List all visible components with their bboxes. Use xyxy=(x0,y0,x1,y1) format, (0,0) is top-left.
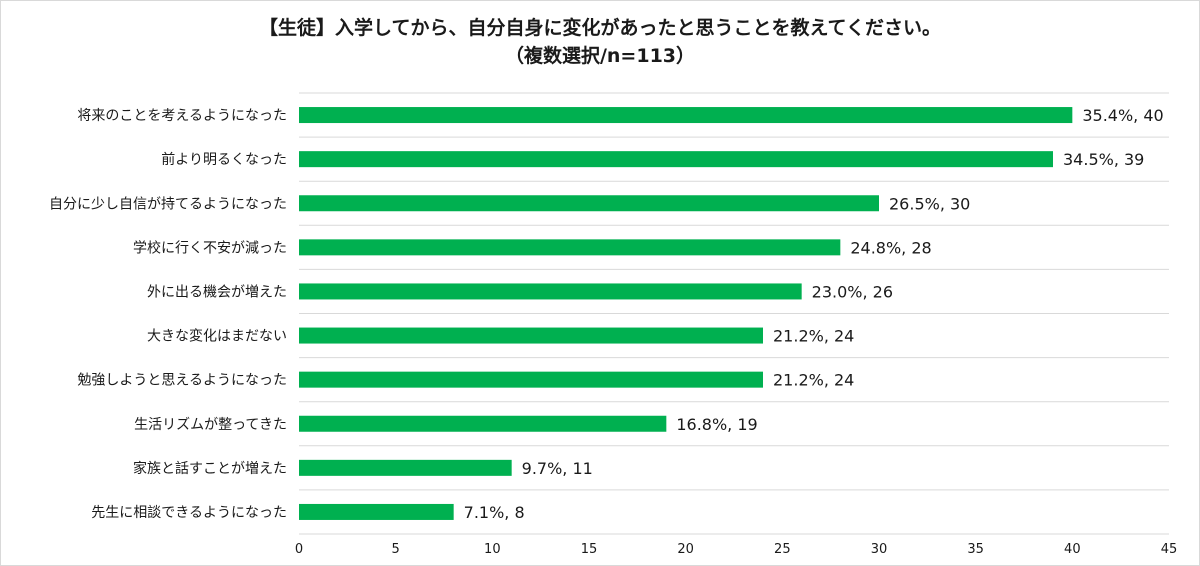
x-tick-label: 45 xyxy=(1161,542,1178,557)
data-label: 35.4%, 40 xyxy=(1082,106,1163,125)
bar xyxy=(299,151,1053,168)
x-tick-label: 40 xyxy=(1064,542,1081,557)
category-labels: 将来のことを考えるようになった前より明るくなった自分に少し自信が持てるようになっ… xyxy=(49,108,287,521)
bar xyxy=(299,327,763,344)
data-label: 16.8%, 19 xyxy=(676,415,757,434)
data-label: 9.7%, 11 xyxy=(522,459,593,478)
bar xyxy=(299,459,512,476)
category-label: 外に出る機会が増えた xyxy=(147,284,287,300)
x-tick-label: 20 xyxy=(677,542,694,557)
data-label: 21.2%, 24 xyxy=(773,371,854,390)
bars xyxy=(299,107,1073,520)
data-labels: 35.4%, 40 34.5%, 39 26.5%, 30 24.8%, 28 23.0… xyxy=(464,106,1164,522)
bar xyxy=(299,415,667,432)
data-label: 23.0%, 26 xyxy=(812,282,893,301)
x-tick-label: 25 xyxy=(774,542,791,557)
x-tick-label: 0 xyxy=(295,542,303,557)
category-label: 自分に少し自信が持てるようになった xyxy=(49,196,287,212)
category-label: 先生に相談できるようになった xyxy=(91,505,287,521)
chart-subtitle: （複数選択/n=113） xyxy=(504,45,696,67)
data-label: 21.2%, 24 xyxy=(773,327,854,346)
bar xyxy=(299,107,1073,124)
data-label: 26.5%, 30 xyxy=(889,194,970,213)
bar xyxy=(299,283,802,300)
category-label: 学校に行く不安が減った xyxy=(133,239,287,256)
category-label: 勉強しようと思えるようになった xyxy=(77,373,287,389)
x-tick-label: 35 xyxy=(967,542,984,557)
x-tick-label: 5 xyxy=(392,542,400,557)
x-tick-label: 10 xyxy=(484,542,501,557)
chart-title: 【生徒】入学してから、自分自身に変化があったと思うことを教えてください。 xyxy=(259,17,941,39)
data-label: 24.8%, 28 xyxy=(850,238,931,257)
data-label: 34.5%, 39 xyxy=(1063,150,1144,169)
bar xyxy=(299,195,879,212)
bar xyxy=(299,503,454,520)
category-label: 生活リズムが整ってきた xyxy=(134,417,287,433)
grid-lines xyxy=(299,92,1169,535)
x-axis-ticks: 0 5 10 15 20 25 30 35 40 45 xyxy=(295,542,1177,557)
category-label: 大きな変化はまだない xyxy=(147,328,287,345)
data-label: 7.1%, 8 xyxy=(464,503,525,522)
category-label: 将来のことを考えるようになった xyxy=(77,108,287,124)
category-label: 前より明るくなった xyxy=(161,151,287,168)
category-label: 家族と話すことが増えた xyxy=(133,460,287,477)
x-tick-label: 30 xyxy=(871,542,888,557)
bar xyxy=(299,239,841,256)
chart-title-block: 【生徒】入学してから、自分自身に変化があったと思うことを教えてください。 （複数… xyxy=(0,14,1200,70)
x-tick-label: 15 xyxy=(581,542,598,557)
bar xyxy=(299,371,763,388)
